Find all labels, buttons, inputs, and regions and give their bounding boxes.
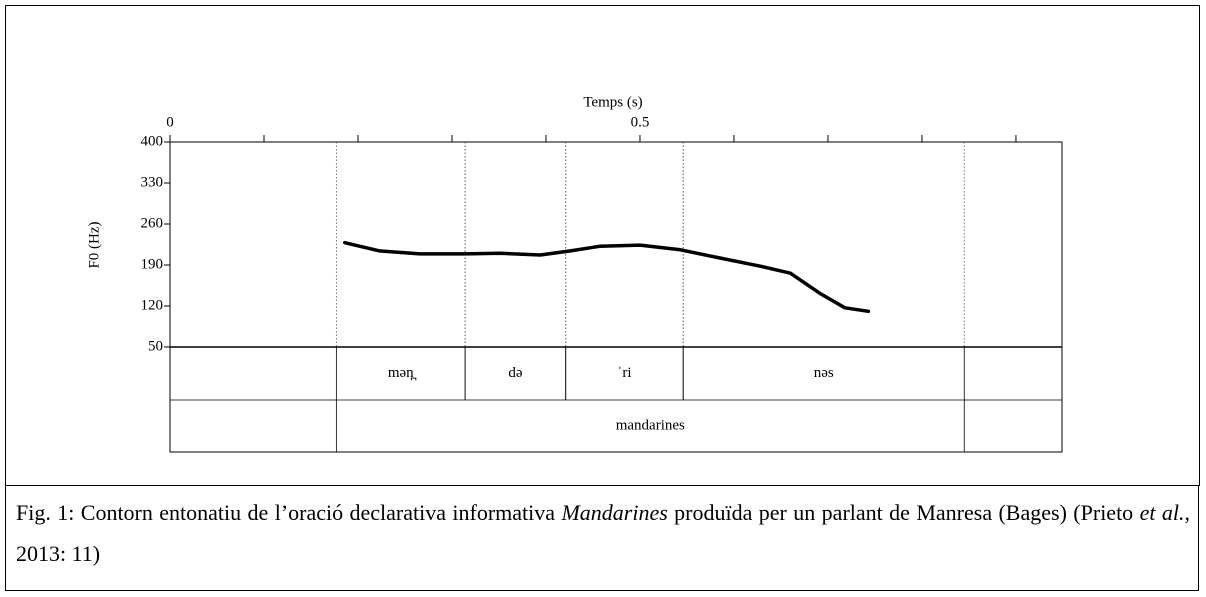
f0-contour <box>343 240 871 314</box>
figure-frame <box>5 5 1200 486</box>
chart: Temps (s) F0 (Hz) 400 330 260 190 120 50 0 0.5 m… <box>5 5 1200 486</box>
y-tick-label: 120 <box>141 297 164 313</box>
caption-italic: Mandarines <box>561 500 668 525</box>
y-tick-label: 260 <box>141 215 164 231</box>
tier-label: mən̪ <box>388 365 417 381</box>
y-tick-label: 190 <box>141 256 164 272</box>
y-tick-label: 50 <box>148 338 163 354</box>
tier-label: nəs <box>814 365 834 381</box>
tier-label: ˈri <box>617 365 631 381</box>
caption-text: Fig. 1: Contorn entonatiu de l’oració de… <box>16 500 562 525</box>
caption: Fig. 1: Contorn entonatiu de l’oració de… <box>5 486 1199 591</box>
tier-label: də <box>508 365 523 381</box>
caption-italic: et al. <box>1139 500 1185 525</box>
y-tick-label: 400 <box>141 133 164 149</box>
y-tick-label: 330 <box>141 174 164 190</box>
x-tick-label: 0 <box>166 114 174 130</box>
tier-frame <box>169 346 1063 453</box>
y-axis-label: F0 (Hz) <box>86 221 102 268</box>
x-axis-label: Temps (s) <box>583 94 642 110</box>
tier-label: mandarines <box>616 417 685 433</box>
caption-text: , 2013: 11) <box>16 500 1190 566</box>
x-tick-label: 0.5 <box>631 114 650 130</box>
caption-text: produïda per un parlant de Manresa (Bage… <box>667 500 1140 525</box>
